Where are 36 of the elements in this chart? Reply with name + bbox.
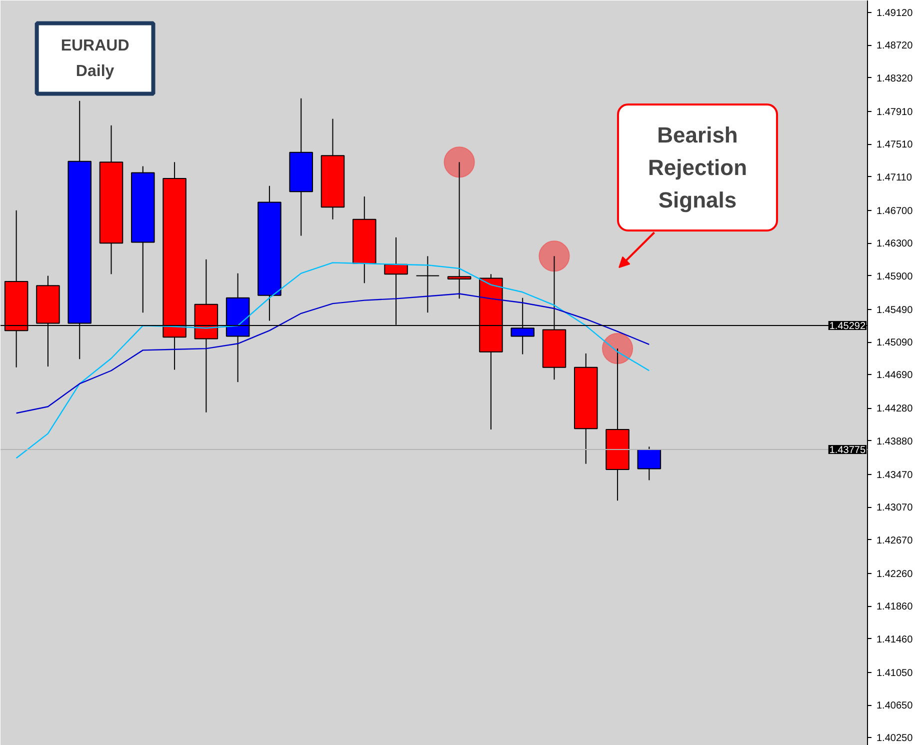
- y-tick-label: 1.41460: [876, 634, 914, 646]
- y-tick-label: 1.40650: [876, 700, 914, 712]
- y-tick-label: 1.43880: [876, 436, 914, 448]
- point: [538, 240, 570, 272]
- y-tick-label: 1.45900: [876, 271, 914, 282]
- y-tick-label: 1.47110: [876, 172, 912, 184]
- y-tick-label: 1.46700: [876, 206, 914, 217]
- ref-line-label: 1.45292: [829, 320, 866, 332]
- y-tick-label: 1.45490: [876, 304, 914, 316]
- y-tick-label: 1.44690: [876, 370, 914, 382]
- y-tick-label: 1.48720: [876, 40, 914, 52]
- y-tick-label: 1.43070: [876, 502, 914, 514]
- point: [602, 333, 634, 364]
- y-tick-label: 1.40250: [876, 733, 914, 744]
- candlestick: [416, 256, 440, 314]
- point: [444, 146, 475, 178]
- candlestick: [637, 446, 662, 481]
- y-tick-label: 1.47910: [876, 106, 914, 118]
- text: Daily: [76, 62, 114, 80]
- text: EURAUD: [60, 37, 130, 54]
- y-tick-label: 1.43470: [876, 470, 914, 481]
- line-series: [16, 262, 650, 459]
- y-tick-label: 1.49120: [876, 8, 914, 20]
- y-tick-label: 1.48320: [876, 73, 914, 84]
- y-tick-label: 1.41860: [876, 602, 914, 613]
- line-series: [16, 293, 650, 414]
- y-tick-label: 1.42670: [876, 535, 914, 546]
- annotation: Bearish Rejection Signals: [648, 122, 748, 212]
- y-tick-label: 1.46300: [876, 238, 914, 250]
- ref-line-label: 1.43775: [829, 445, 866, 456]
- candlestick: [447, 162, 472, 300]
- y-tick-label: 1.42260: [876, 568, 914, 580]
- y-tick-label: 1.41050: [876, 668, 914, 679]
- y-tick-label: 1.47510: [876, 140, 914, 151]
- y-tick-label: 1.44280: [876, 404, 914, 415]
- y-tick-label: 1.45090: [876, 338, 914, 349]
